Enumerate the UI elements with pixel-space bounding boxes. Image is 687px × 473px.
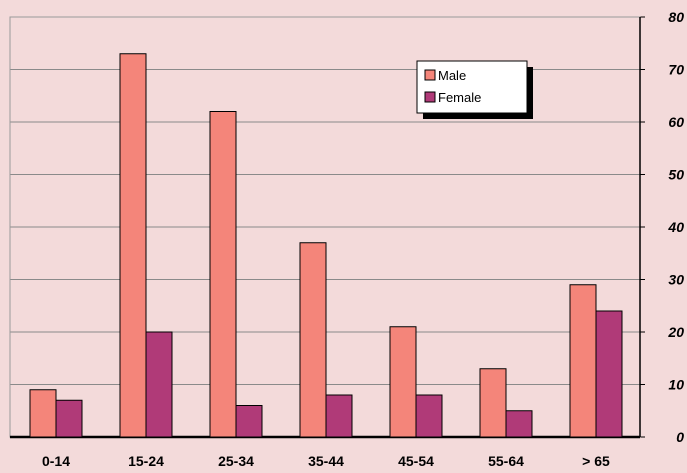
bar-male-6 xyxy=(569,284,597,438)
bar-female-2 xyxy=(235,405,263,438)
legend-label-female: Female xyxy=(438,90,481,105)
y-tick-label: 60 xyxy=(668,114,684,130)
bar-male-4 xyxy=(389,326,417,438)
legend: Male Female xyxy=(416,60,533,119)
bar-female-3 xyxy=(325,394,353,438)
y-tick-label: 80 xyxy=(668,9,684,25)
x-tick-label: 35-44 xyxy=(308,453,344,469)
x-tick-label: 55-64 xyxy=(488,453,524,469)
y-tick-label: 20 xyxy=(667,324,684,340)
bar-male-1 xyxy=(119,53,147,438)
y-tick-label: 10 xyxy=(668,377,684,393)
x-axis-tick-labels: 0-14 15-24 25-34 35-44 45-54 55-64 > 65 xyxy=(42,453,610,469)
legend-box xyxy=(416,60,528,114)
bar-female-6 xyxy=(595,310,623,438)
y-tick-label: 0 xyxy=(676,429,684,445)
y-axis-tick-labels: 0 10 20 30 40 50 60 70 80 xyxy=(667,9,684,445)
x-tick-label: 25-34 xyxy=(218,453,254,469)
bar-female-5 xyxy=(505,410,533,438)
bar-female-0 xyxy=(55,399,83,438)
x-tick-label: 0-14 xyxy=(42,453,70,469)
x-tick-label: > 65 xyxy=(582,453,610,469)
legend-swatch-male xyxy=(424,69,436,81)
y-tick-label: 50 xyxy=(668,167,684,183)
legend-label-male: Male xyxy=(438,68,466,83)
bar-female-1 xyxy=(145,331,173,438)
bar-male-3 xyxy=(299,242,327,438)
bar-female-4 xyxy=(415,394,443,438)
y-tick-label: 70 xyxy=(668,62,684,78)
legend-swatch-female xyxy=(424,91,436,103)
gridlines xyxy=(10,16,645,438)
bar-male-2 xyxy=(209,111,237,438)
bar-male-0 xyxy=(29,389,57,438)
bar-male-5 xyxy=(479,368,507,438)
x-tick-label: 45-54 xyxy=(398,453,434,469)
x-tick-label: 15-24 xyxy=(128,453,164,469)
y-tick-label: 30 xyxy=(668,272,684,288)
y-tick-label: 40 xyxy=(667,219,684,235)
bars xyxy=(29,53,623,438)
